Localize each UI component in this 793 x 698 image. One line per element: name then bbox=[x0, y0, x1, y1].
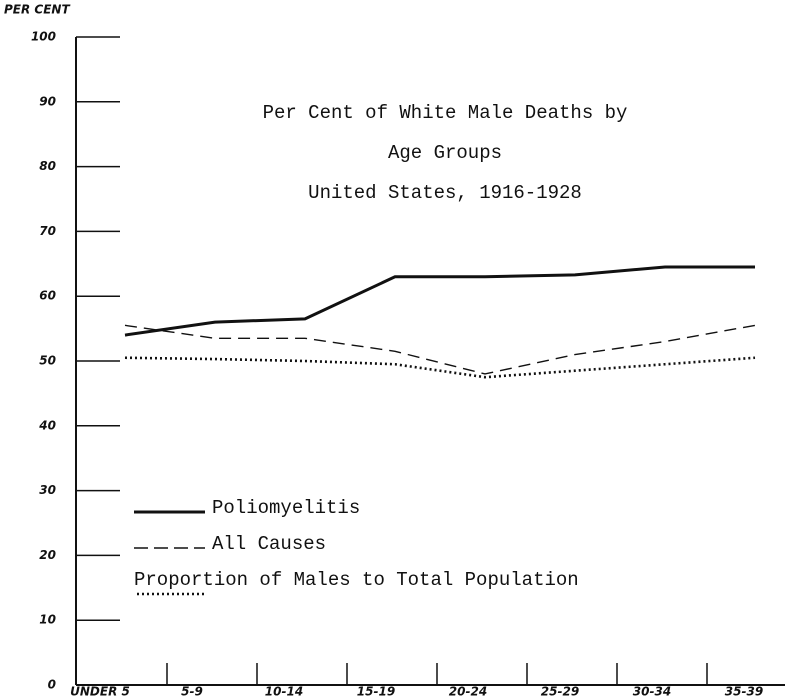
series-line bbox=[124, 265, 755, 337]
x-tick-label: 20-24 bbox=[449, 685, 487, 698]
legend-label: Proportion of Males to Total Population bbox=[134, 569, 579, 591]
y-tick-label: 0 bbox=[48, 678, 56, 692]
x-tick-label: 15-19 bbox=[357, 685, 395, 698]
y-tick-label: 30 bbox=[39, 483, 56, 497]
legend-label: Poliomyelitis bbox=[212, 497, 360, 519]
x-tick-label: 5-9 bbox=[181, 685, 203, 698]
x-tick-label: 25-29 bbox=[541, 685, 579, 698]
chart-title: Per Cent of White Male Deaths by bbox=[263, 102, 628, 124]
x-tick-label: 30-34 bbox=[633, 685, 671, 698]
y-tick-label: 10 bbox=[39, 613, 56, 627]
y-tick-label: 20 bbox=[39, 548, 56, 562]
x-tick-label: UNDER 5 bbox=[70, 685, 130, 698]
chart-title: Age Groups bbox=[388, 142, 502, 164]
x-tick-label: 10-14 bbox=[265, 685, 303, 698]
y-axis-label: PER CENT bbox=[4, 3, 70, 17]
chart-title: United States, 1916-1928 bbox=[308, 182, 582, 204]
series-line bbox=[124, 324, 756, 375]
y-tick-label: 100 bbox=[31, 30, 56, 44]
y-tick-label: 60 bbox=[39, 289, 56, 303]
y-tick-label: 70 bbox=[39, 224, 56, 238]
y-tick-label: 50 bbox=[39, 354, 56, 368]
legend-label: All Causes bbox=[212, 533, 326, 555]
series-line bbox=[124, 356, 756, 379]
y-tick-label: 80 bbox=[39, 159, 56, 173]
x-tick-label: 35-39 bbox=[725, 685, 763, 698]
y-tick-label: 90 bbox=[39, 94, 56, 108]
y-tick-label: 40 bbox=[38, 418, 56, 432]
